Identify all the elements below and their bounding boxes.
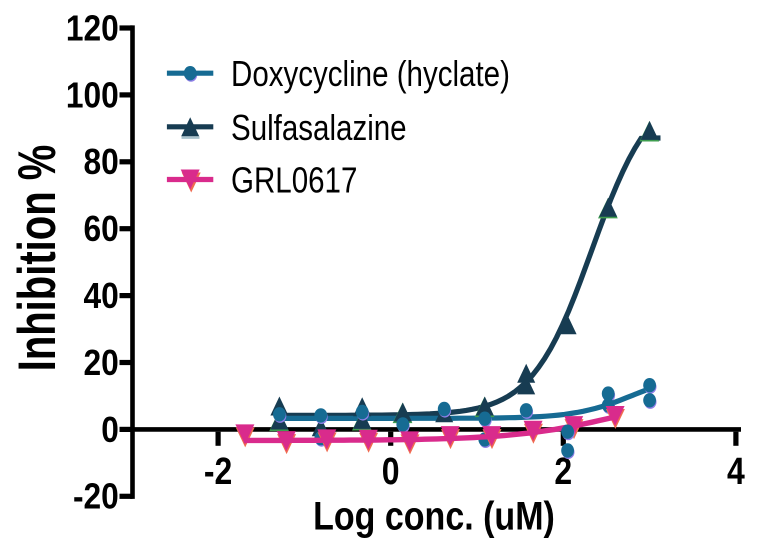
svg-text:4: 4 xyxy=(727,451,745,493)
svg-text:40: 40 xyxy=(84,275,119,316)
svg-text:80: 80 xyxy=(84,141,119,182)
svg-text:100: 100 xyxy=(66,74,119,115)
svg-text:2: 2 xyxy=(554,451,572,493)
svg-text:0: 0 xyxy=(382,451,400,493)
svg-text:0: 0 xyxy=(101,409,119,450)
svg-text:120: 120 xyxy=(66,7,119,48)
svg-text:Doxycycline (hyclate): Doxycycline (hyclate) xyxy=(231,53,510,94)
svg-text:GRL0617: GRL0617 xyxy=(231,160,357,201)
svg-text:60: 60 xyxy=(84,208,119,249)
svg-text:Sulfasalazine: Sulfasalazine xyxy=(231,107,407,148)
svg-text:-2: -2 xyxy=(204,451,232,493)
svg-text:-20: -20 xyxy=(73,476,119,517)
svg-text:20: 20 xyxy=(84,342,119,383)
svg-text:Inhibition %: Inhibition % xyxy=(8,145,66,372)
svg-text:Log conc. (uM): Log conc. (uM) xyxy=(313,495,555,539)
